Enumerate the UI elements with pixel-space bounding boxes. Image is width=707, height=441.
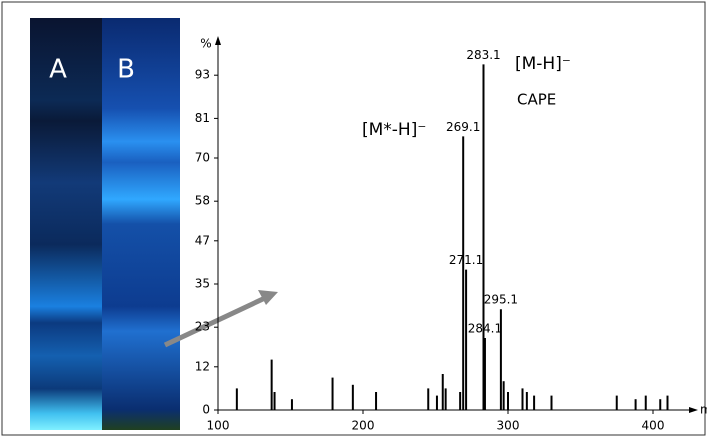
y-tick-label: 81 [195, 111, 210, 125]
annotation: [M*-H]⁻ [362, 120, 426, 140]
y-axis-label: % [200, 37, 211, 51]
arrow [163, 295, 267, 348]
annotation: [M-H]⁻ [515, 54, 571, 74]
y-tick-label: 35 [195, 277, 210, 291]
y-tick-label: 23 [195, 320, 210, 334]
x-tick-label: 400 [642, 419, 665, 433]
y-tick-label: 58 [195, 194, 210, 208]
peak-label: 284.1 [468, 322, 502, 336]
lane-label: B [117, 55, 135, 85]
lane-label: A [49, 55, 67, 85]
peak-label: 271.1 [449, 253, 483, 267]
x-tick-label: 200 [352, 419, 375, 433]
peak-label: 283.1 [466, 48, 500, 62]
lane-b [102, 18, 180, 430]
y-tick-label: 0 [202, 403, 210, 417]
arrow-head [258, 290, 278, 305]
peak-label: 295.1 [484, 293, 518, 307]
lane-a [30, 18, 102, 430]
y-tick-label: 12 [195, 359, 210, 373]
axis-arrow [215, 36, 221, 45]
annotation: CAPE [517, 91, 556, 109]
x-tick-label: 100 [207, 419, 230, 433]
x-axis-label: m [700, 403, 707, 417]
x-tick-label: 300 [497, 419, 520, 433]
y-tick-label: 93 [195, 68, 210, 82]
peak-label: 269.1 [446, 120, 480, 134]
y-tick-label: 47 [195, 233, 210, 247]
axis-arrow [689, 407, 698, 413]
y-tick-label: 70 [195, 151, 210, 165]
